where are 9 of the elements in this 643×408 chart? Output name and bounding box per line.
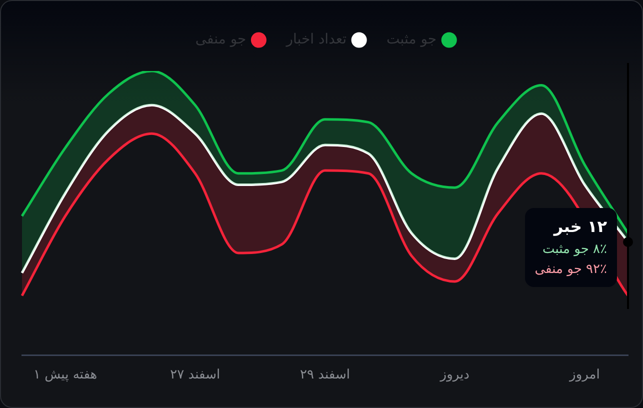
- annotation: ۱۲ خبر: [552, 216, 607, 238]
- x-tick-label: ۲۹ اسفند: [300, 368, 350, 383]
- tooltip-card: ۱۲ خبر ۸٪ جو مثبت ۹۲٪ جو منفی: [524, 208, 617, 288]
- x-tick-label: ۲۷ اسفند: [170, 368, 220, 383]
- annotation: ۹۲٪ جو منفی: [534, 261, 607, 280]
- x-tick-label: امروز: [568, 368, 600, 383]
- annotation: ۸٪ جو مثبت: [541, 240, 607, 259]
- x-tick-label: ۱ هفته پیش: [33, 368, 98, 383]
- x-tick-label: دیروز: [439, 368, 470, 383]
